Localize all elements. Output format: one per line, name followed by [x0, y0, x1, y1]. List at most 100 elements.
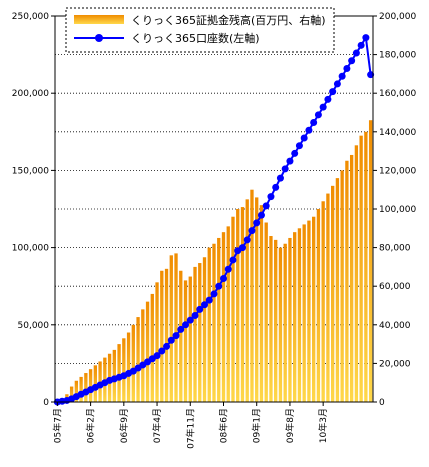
bar — [278, 247, 283, 402]
bar — [221, 232, 226, 402]
line-point — [352, 49, 360, 57]
line-point — [253, 219, 261, 227]
bar — [307, 220, 311, 402]
line-point — [191, 312, 199, 320]
right-tick-label: 200,000 — [379, 12, 416, 22]
bar — [274, 239, 278, 402]
bar — [354, 145, 359, 402]
line-point — [167, 336, 175, 344]
line-point — [314, 111, 322, 119]
right-tick-label: 100,000 — [379, 205, 416, 215]
right-tick-label: 160,000 — [379, 89, 416, 99]
line-point — [291, 149, 299, 157]
right-tick-label: 80,000 — [379, 244, 411, 254]
line-point — [267, 193, 275, 201]
left-axis: 0 50,000 100,000 150,000 200,000 250,000 — [12, 12, 55, 408]
left-tick-label: 100,000 — [12, 244, 49, 254]
bar — [183, 280, 188, 402]
line-point — [153, 352, 161, 360]
bar — [126, 332, 131, 402]
right-tick-label: 180,000 — [379, 51, 416, 61]
bar — [88, 369, 93, 402]
bar — [131, 324, 135, 402]
right-tick-label: 20,000 — [379, 359, 411, 369]
bar — [69, 386, 74, 402]
bar — [283, 243, 287, 402]
line-point — [224, 265, 232, 273]
left-tick-label: 50,000 — [18, 321, 50, 331]
x-tick-label: 06年9月 — [118, 408, 130, 443]
line-point — [357, 41, 365, 49]
bar — [259, 205, 264, 402]
line-point — [310, 119, 318, 127]
right-tick-label: 140,000 — [379, 128, 416, 138]
x-tick-label: 10年3月 — [317, 408, 329, 443]
bar — [250, 189, 254, 402]
bar — [141, 309, 145, 402]
bar — [302, 224, 306, 402]
line-point — [329, 88, 337, 96]
legend-label-line: くりっく365口座数(左軸) — [131, 31, 260, 45]
legend-label-bar: くりっく365証拠金残高(百万円、右軸) — [131, 13, 326, 27]
line-point — [177, 325, 185, 333]
bar — [193, 266, 197, 402]
bar — [236, 209, 240, 402]
line-point — [343, 64, 351, 72]
bar — [330, 185, 335, 402]
bar — [217, 237, 221, 402]
line-point — [319, 103, 327, 111]
line-point — [348, 57, 356, 65]
bar — [84, 373, 88, 402]
line-point — [295, 142, 303, 150]
line-point — [300, 134, 308, 142]
line-point — [158, 347, 166, 355]
line-point — [333, 80, 341, 88]
bar — [155, 282, 159, 402]
bar — [364, 131, 368, 403]
right-tick-label: 60,000 — [379, 282, 411, 292]
x-tick-label: 07年4月 — [151, 408, 163, 443]
bar — [245, 199, 249, 402]
line-point — [338, 72, 346, 80]
bar — [288, 237, 292, 402]
bar — [136, 317, 140, 402]
line-point — [248, 227, 256, 235]
line-point — [367, 71, 375, 79]
bar — [340, 170, 344, 402]
bar — [345, 160, 349, 402]
x-axis: 05年7月 06年2月 06年9月 07年4月 07年11月 08年6月 09年1月 09年8… — [51, 402, 329, 449]
line-point — [210, 290, 218, 298]
x-tick-label: 08年6月 — [217, 408, 229, 443]
right-axis: 0 20,000 40,000 60,000 80,000 100,000 120,000 1… — [373, 12, 416, 408]
bar — [145, 301, 150, 402]
line-point — [286, 157, 294, 165]
bars — [55, 120, 373, 403]
bar — [212, 243, 216, 402]
bar — [359, 135, 363, 402]
bar — [122, 338, 126, 402]
x-tick-label: 06年2月 — [85, 408, 97, 443]
line-point — [182, 321, 190, 329]
line-point — [215, 282, 223, 290]
line-point — [229, 256, 237, 264]
bar — [335, 178, 340, 402]
x-tick-label: 05年7月 — [51, 408, 63, 443]
x-tick-label: 07年11月 — [184, 408, 196, 449]
x-tick-label: 09年1月 — [251, 408, 263, 443]
right-tick-label: 0 — [379, 398, 385, 408]
bar — [117, 344, 121, 402]
line-point — [163, 342, 171, 350]
bar — [368, 120, 373, 402]
bar — [293, 232, 297, 402]
line-point — [272, 183, 280, 191]
line-point — [281, 165, 289, 173]
bar — [188, 276, 192, 402]
left-tick-label: 150,000 — [12, 166, 49, 176]
line-point — [276, 174, 284, 182]
bar — [316, 209, 321, 402]
bar — [207, 247, 211, 402]
bar — [198, 263, 202, 402]
bar — [349, 154, 354, 402]
left-tick-label: 250,000 — [12, 12, 49, 22]
line-point — [257, 211, 265, 219]
